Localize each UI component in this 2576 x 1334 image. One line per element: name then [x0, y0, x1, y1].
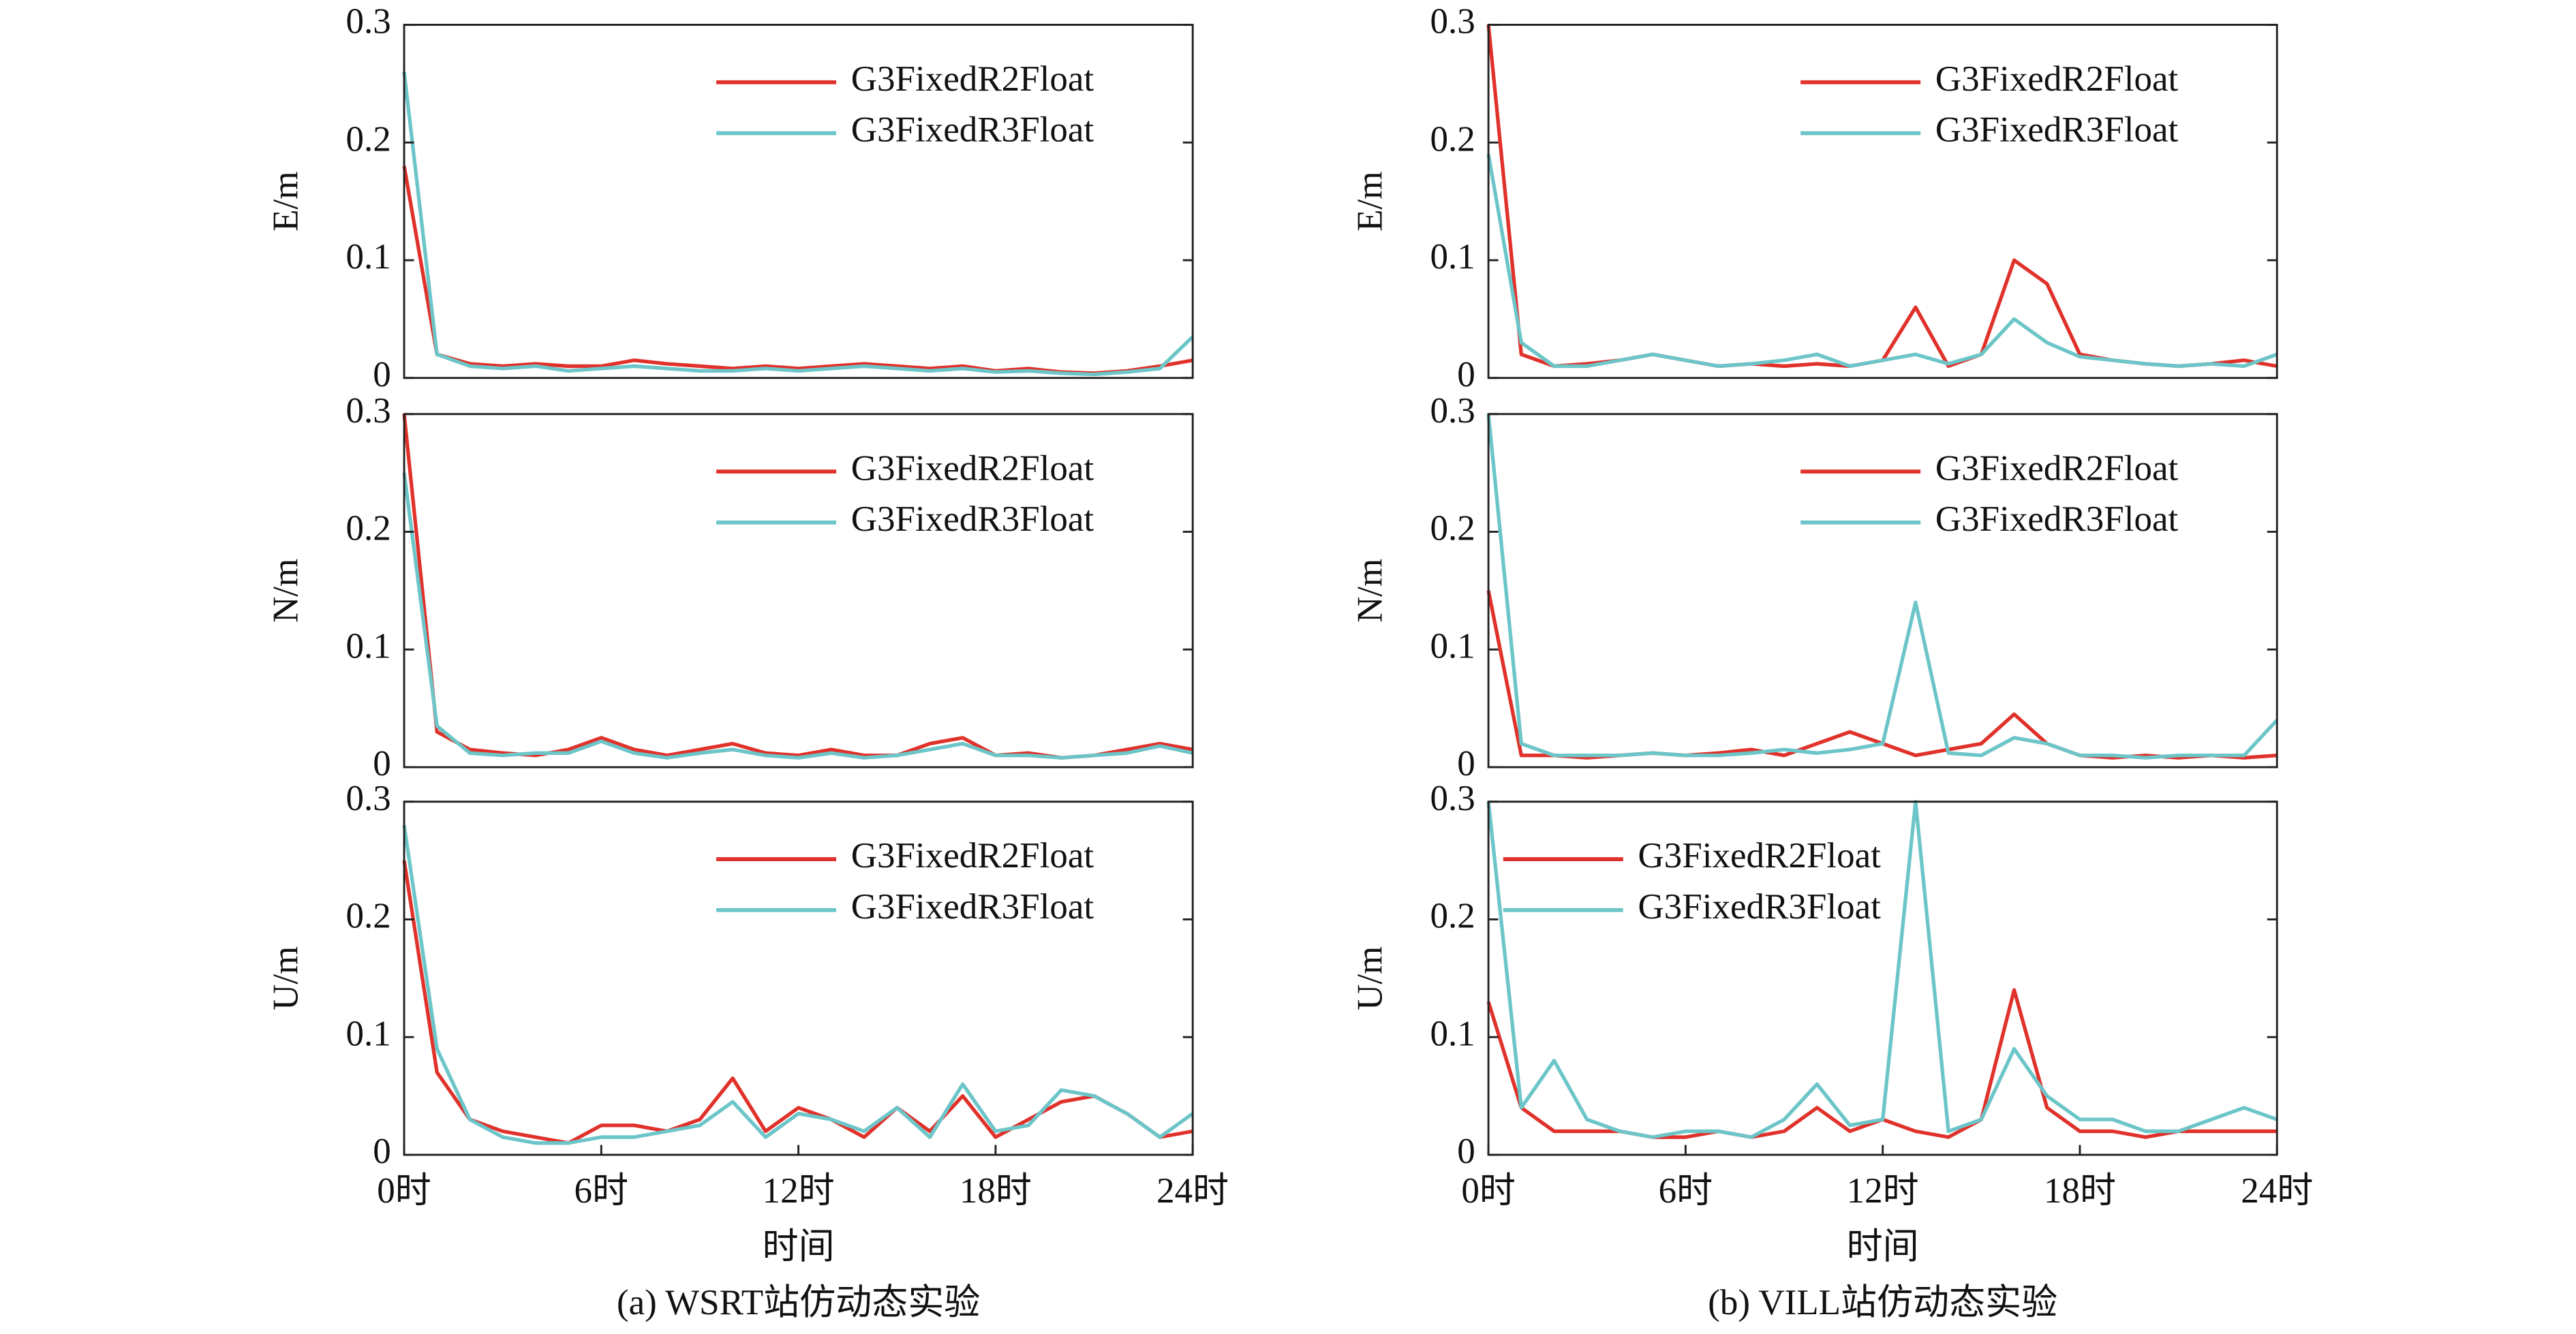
y-tick-label: 0.2: [1430, 897, 1475, 936]
x-tick-label: 18时: [2044, 1171, 2116, 1211]
legend-label: G3FixedR3Float: [1935, 499, 2179, 539]
axes-frame: [1487, 413, 2278, 769]
x-tick-label: 6时: [1659, 1171, 1713, 1211]
axes-frame: [403, 413, 1194, 769]
data-line: [1486, 590, 2278, 760]
y-tick-label: 0: [1457, 355, 1475, 394]
legend-label: G3FixedR2Float: [851, 836, 1094, 875]
y-axis-label: U/m: [266, 946, 305, 1010]
y-tick-label: 0.2: [1430, 119, 1475, 159]
y-tick-label: 0.3: [346, 391, 390, 431]
y-axis-label: E/m: [266, 171, 305, 231]
y-tick-label: 0.2: [346, 897, 390, 936]
axes-frame: [403, 23, 1194, 379]
data-line: [402, 860, 1193, 1145]
y-tick-label: 0.1: [1430, 237, 1475, 277]
legend-label: G3FixedR3Float: [851, 499, 1094, 539]
legend-label: G3FixedR3Float: [851, 110, 1094, 150]
y-axis-label: E/m: [1351, 171, 1390, 231]
data-line: [402, 166, 1193, 375]
data-line: [402, 472, 1193, 760]
y-tick-label: 0.3: [1430, 779, 1475, 818]
y-tick-label: 0.3: [346, 2, 390, 42]
legend-label: G3FixedR3Float: [1935, 110, 2179, 150]
y-tick-label: 0: [1457, 744, 1475, 784]
legend-label: G3FixedR3Float: [851, 887, 1094, 927]
y-axis-label: N/m: [1351, 559, 1390, 623]
x-tick-label: 24时: [2241, 1171, 2313, 1211]
legend-label: G3FixedR2Float: [851, 59, 1094, 99]
y-tick-label: 0.2: [1430, 509, 1475, 548]
x-tick-label: 18时: [960, 1171, 1032, 1211]
axes-frame: [1487, 23, 2278, 379]
y-tick-label: 0: [1457, 1132, 1475, 1171]
y-axis-label: U/m: [1351, 946, 1390, 1010]
caption: (a) WSRT站仿动态实验: [617, 1283, 980, 1322]
y-tick-label: 0.3: [1430, 391, 1475, 431]
caption: (b) VILL站仿动态实验: [1708, 1283, 2057, 1322]
legend-label: G3FixedR2Float: [851, 448, 1094, 488]
y-tick-label: 0.1: [1430, 1014, 1475, 1053]
legend-label: G3FixedR2Float: [1935, 59, 2179, 99]
data-line: [402, 72, 1195, 377]
x-tick-label: 12时: [763, 1171, 835, 1211]
x-tick-label: 24时: [1156, 1171, 1229, 1211]
y-tick-label: 0.3: [346, 779, 390, 818]
legend-label: G3FixedR2Float: [1638, 836, 1881, 875]
data-line: [402, 824, 1194, 1145]
x-tick-label: 0时: [377, 1171, 431, 1211]
y-tick-label: 0.1: [346, 237, 390, 277]
y-axis-label: N/m: [266, 559, 305, 623]
data-line: [1486, 153, 2278, 369]
y-tick-label: 0.1: [346, 626, 390, 666]
y-tick-label: 0.1: [346, 1014, 390, 1053]
x-axis-label: 时间: [763, 1227, 835, 1267]
y-tick-label: 0.2: [346, 509, 390, 548]
data-line: [1486, 414, 2279, 760]
axes-frame: [1487, 801, 2278, 1156]
legend-label: G3FixedR3Float: [1638, 887, 1881, 927]
x-tick-label: 12时: [1847, 1171, 1919, 1211]
legend-label: G3FixedR2Float: [1935, 448, 2179, 488]
x-tick-label: 0时: [1461, 1171, 1516, 1211]
y-tick-label: 0: [373, 355, 391, 394]
x-tick-label: 6时: [574, 1171, 629, 1211]
data-line: [1486, 800, 2278, 1139]
y-tick-label: 0.1: [1430, 626, 1475, 666]
x-axis-label: 时间: [1847, 1227, 1919, 1267]
y-tick-label: 0: [373, 1132, 391, 1171]
y-tick-label: 0.3: [1430, 2, 1475, 42]
y-tick-label: 0: [373, 744, 391, 784]
y-tick-label: 0.2: [346, 119, 390, 159]
